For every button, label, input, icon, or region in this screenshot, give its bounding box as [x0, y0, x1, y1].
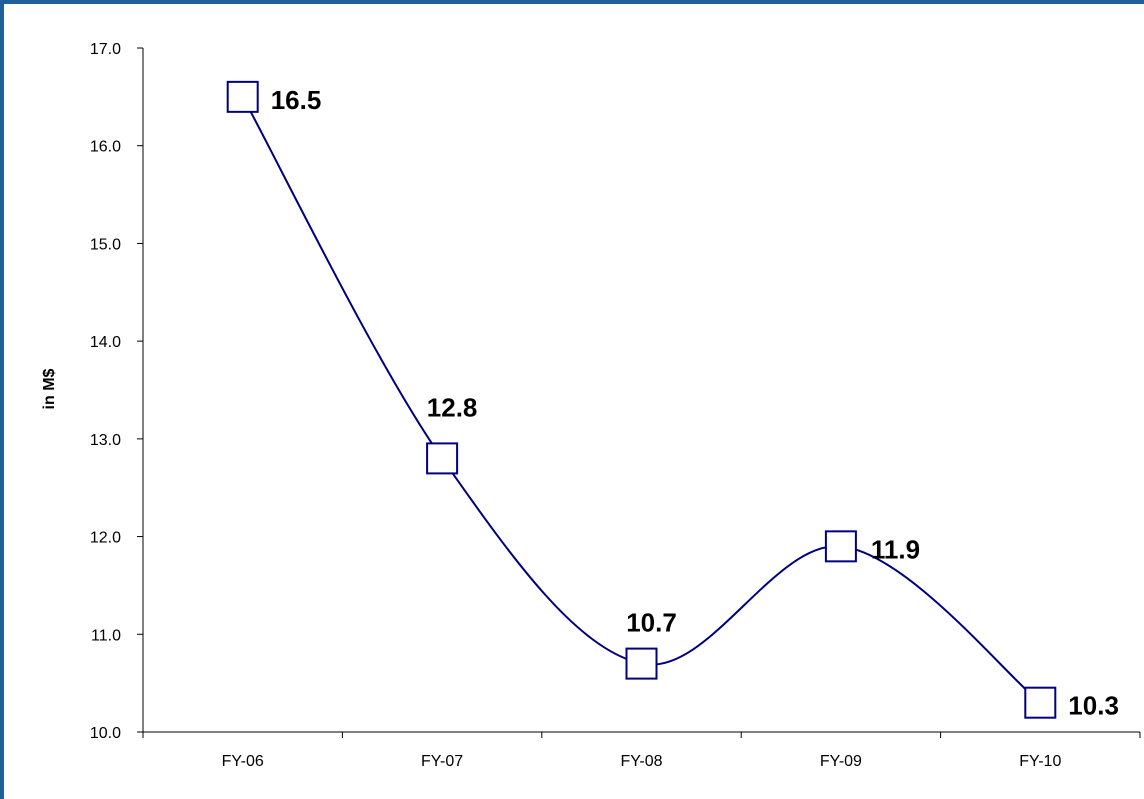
- data-point-marker: [426, 442, 459, 475]
- x-tick-label: FY-06: [222, 753, 264, 770]
- y-axis-title: in M$: [41, 368, 58, 409]
- line-chart: 10.011.012.013.014.015.016.017.0 FY-06 FY…: [41, 41, 1141, 770]
- data-label: 16.5: [271, 85, 322, 115]
- data-point-marker: [1024, 686, 1057, 719]
- markers: [226, 80, 1057, 719]
- y-tick-label: 10.0: [90, 725, 121, 742]
- data-labels: 16.5 12.8 10.7 11.9 10.3: [271, 85, 1119, 721]
- y-axis: 10.0 11.0 12.0 13.0 14.0 15.0 16.0 17.0: [90, 41, 144, 742]
- y-tick-label: 16.0: [90, 139, 121, 156]
- y-tick-label: 14.0: [90, 334, 121, 351]
- y-tick-label: 12.0: [90, 530, 121, 547]
- data-label: 10.7: [626, 608, 677, 638]
- y-tick-label: 11.0: [91, 627, 121, 644]
- series-line: [241, 96, 1041, 704]
- x-tick-label: FY-09: [820, 753, 862, 770]
- data-point-marker: [824, 530, 857, 563]
- x-tick-label: FY-10: [1019, 753, 1061, 770]
- data-point-marker: [625, 647, 658, 680]
- y-tick-label: 15.0: [90, 236, 121, 253]
- data-label: 10.3: [1068, 691, 1119, 721]
- y-tick-label: 17.0: [90, 41, 121, 58]
- x-tick-label: FY-07: [421, 753, 463, 770]
- data-label: 11.9: [871, 534, 920, 564]
- y-tick-label: 13.0: [90, 432, 121, 449]
- x-tick-label: FY-08: [620, 753, 662, 770]
- data-point-marker: [226, 80, 259, 113]
- x-axis: FY-06 FY-07 FY-08 FY-09 FY-10: [142, 731, 1141, 770]
- data-label: 12.8: [427, 392, 478, 422]
